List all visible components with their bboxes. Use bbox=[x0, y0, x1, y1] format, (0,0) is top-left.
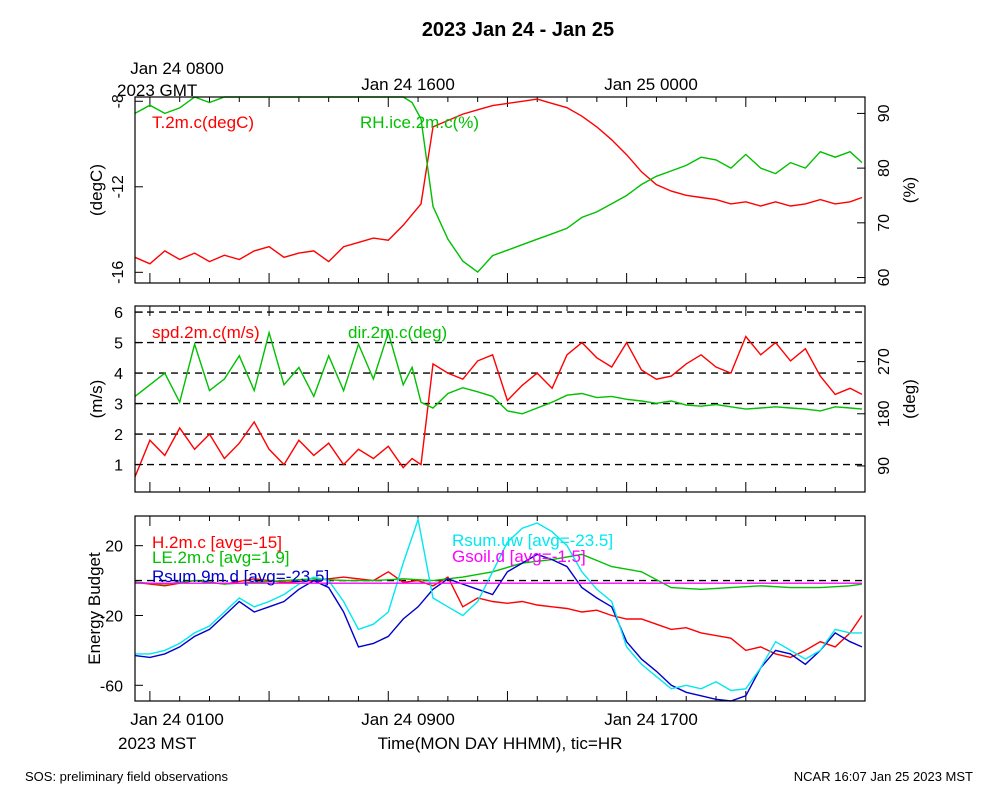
chart-title: 2023 Jan 24 - Jan 25 bbox=[422, 19, 614, 41]
series-line-0-0 bbox=[134, 98, 863, 265]
legend-entry-0-0: T.2m.c(degC) bbox=[152, 113, 254, 132]
y-right-axis-label-1: (deg) bbox=[900, 379, 919, 419]
y-right-tick-label-0-3: 90 bbox=[876, 104, 893, 122]
y-tick-label-1-0: 1 bbox=[114, 458, 123, 475]
y-axis-label-1: (m/s) bbox=[87, 380, 106, 419]
bottom-axis-label-1: Jan 24 0900 bbox=[361, 710, 455, 729]
y-right-tick-label-0-1: 70 bbox=[876, 214, 893, 232]
y-tick-label-1-3: 4 bbox=[114, 366, 123, 383]
series-line-1-0 bbox=[134, 335, 863, 478]
panel-frame-1 bbox=[134, 305, 866, 493]
x-axis-title: Time(MON DAY HHMM), tic=HR bbox=[378, 734, 623, 753]
y-tick-label-2-0: -60 bbox=[100, 678, 123, 695]
series-line-1-1 bbox=[134, 330, 863, 415]
panel-frame-2 bbox=[134, 515, 866, 702]
y-tick-label-1-4: 5 bbox=[114, 336, 123, 353]
y-right-tick-label-0-0: 60 bbox=[876, 269, 893, 287]
y-tick-label-0-2: -8 bbox=[110, 94, 127, 108]
panel-frame-0 bbox=[134, 96, 866, 284]
legend-entry-2-3: Rsum.uw [avg=-23.5] bbox=[452, 531, 613, 550]
y-tick-label-1-1: 2 bbox=[114, 427, 123, 444]
y-right-tick-label-1-2: 270 bbox=[876, 348, 893, 375]
series-line-2-0 bbox=[134, 570, 863, 659]
y-tick-label-2-1: -20 bbox=[100, 608, 123, 625]
y-tick-label-0-0: -16 bbox=[110, 261, 127, 284]
top-axis-label-1: Jan 24 1600 bbox=[361, 75, 455, 94]
legend-entry-2-2: Rsum.9m.d [avg=-23.5] bbox=[152, 567, 329, 586]
panels-group: -16 -12 -8 60 70 80 90 (degC) (%) T.2m.c(degC) RH.… bbox=[85, 94, 919, 702]
y-tick-label-1-2: 3 bbox=[114, 397, 123, 414]
panel-0: -16 -12 -8 60 70 80 90 (degC) (%) T.2m.c(degC) RH.… bbox=[87, 94, 919, 286]
y-tick-label-1-5: 6 bbox=[114, 305, 123, 322]
legend-entry-1-1: dir.2m.c(deg) bbox=[348, 323, 447, 342]
top-axis-label-0: Jan 24 0800 bbox=[130, 59, 224, 78]
legend-entry-1-0: spd.2m.c(m/s) bbox=[152, 323, 260, 342]
bottom-axis-sublabel: 2023 MST bbox=[118, 734, 196, 753]
y-right-tick-label-1-0: 90 bbox=[876, 457, 893, 475]
legend-entry-2-4: Gsoil.d [avg=-1.5] bbox=[452, 547, 586, 566]
bottom-axis-label-0: Jan 24 0100 bbox=[130, 710, 224, 729]
bottom-axis-label-2: Jan 24 1700 bbox=[604, 710, 698, 729]
y-tick-label-0-1: -12 bbox=[110, 175, 127, 198]
y-right-axis-label-0: (%) bbox=[900, 177, 919, 203]
y-axis-label-0: (degC) bbox=[87, 164, 106, 216]
y-right-tick-label-0-2: 80 bbox=[876, 159, 893, 177]
legend-entry-0-1: RH.ice.2m.c(%) bbox=[360, 113, 479, 132]
legend-entry-2-0: H.2m.c [avg=-15] bbox=[152, 533, 282, 552]
footer-left: SOS: preliminary field observations bbox=[25, 769, 229, 784]
top-axis-sublabel: 2023 GMT bbox=[117, 81, 197, 100]
footer-right: NCAR 16:07 Jan 25 2023 MST bbox=[794, 769, 973, 784]
legend-entry-2-1: LE.2m.c [avg=1.9] bbox=[152, 548, 290, 567]
series-line-2-1 bbox=[134, 553, 863, 591]
series-line-2-3 bbox=[135, 516, 862, 692]
panel-1: 1 2 3 4 5 6 90 180 270 (m/s) (deg) spd.2m.c(m/s) dir… bbox=[87, 305, 919, 493]
y-right-tick-label-1-1: 180 bbox=[876, 400, 893, 427]
top-axis-label-2: Jan 25 0000 bbox=[604, 75, 698, 94]
y-axis-label-2: Energy Budget bbox=[85, 552, 104, 665]
y-tick-label-2-2: 20 bbox=[105, 539, 123, 556]
